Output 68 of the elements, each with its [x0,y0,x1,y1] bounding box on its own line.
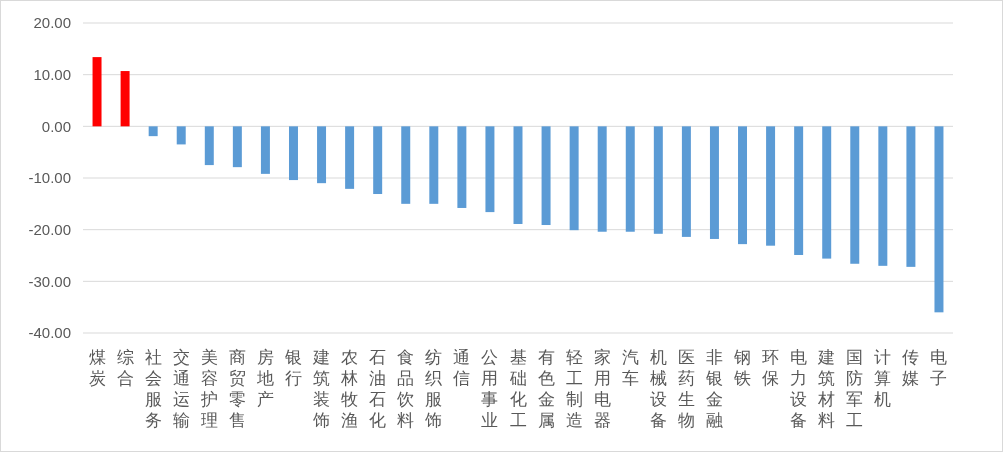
bar [92,57,102,127]
bar [625,126,635,232]
x-tick-label: 传媒 [902,347,920,388]
x-tick-label: 基础化工 [508,347,527,430]
bar [317,126,327,184]
x-tick-label: 纺织服饰 [424,347,443,430]
x-tick-label: 非银金融 [704,347,723,430]
x-tick-label: 煤炭 [88,347,106,388]
bar [738,126,748,245]
x-tick-label: 电力设备 [790,347,808,430]
x-tick-label: 医药生物 [677,347,695,430]
bar [485,126,495,213]
x-tick-label: 建筑材料 [817,347,836,430]
x-tick-label: 建筑装饰 [312,347,331,430]
x-tick-label: 综合 [116,347,134,388]
x-tick-label: 房地产 [255,347,274,409]
x-tick-label: 公用事业 [481,347,499,430]
y-tick-label: -20.00 [28,220,71,238]
x-tick-label: 商贸零售 [228,347,246,430]
bar [906,126,916,267]
x-tick-label: 轻工制造 [565,347,583,430]
bar [260,126,270,174]
bar [878,126,888,266]
bar [204,126,214,166]
bar [541,126,551,226]
bar [373,126,383,195]
bar [569,126,579,231]
bar [176,126,186,145]
bar [850,126,860,264]
bar [822,126,832,259]
x-tick-label: 通信 [453,347,471,388]
x-tick-label: 汽车 [621,347,639,388]
x-tick-label: 电子 [930,347,948,388]
y-tick-label: 10.00 [33,65,71,83]
x-tick-label: 美容护理 [199,347,218,430]
x-tick-label: 国防军工 [846,347,864,430]
y-tick-label: 0.00 [41,117,71,135]
y-tick-label: -40.00 [28,324,71,342]
bar [232,126,242,168]
x-tick-label: 有色金属 [537,347,555,430]
y-tick-label: -30.00 [28,272,71,290]
bar [148,126,158,137]
x-tick-label: 社会服务 [144,347,162,430]
x-tick-label: 农林牧渔 [340,347,359,430]
bar [934,126,944,313]
x-tick-label: 机械设备 [649,347,667,430]
bar [429,126,439,204]
y-tick-label: 20.00 [33,14,71,32]
bar [597,126,607,232]
x-tick-label: 银行 [283,347,302,388]
bar [288,126,298,181]
bar [401,126,411,204]
x-tick-label: 交通运输 [172,347,190,430]
bar [120,71,130,127]
x-tick-label: 家用电器 [593,347,611,430]
x-tick-label: 石油石化 [369,347,387,430]
bar [709,126,719,239]
x-tick-label: 食品饮料 [396,347,415,430]
x-tick-label: 环保 [762,347,780,388]
bar [457,126,467,208]
bar [345,126,355,189]
bar [681,126,691,237]
x-tick-label: 钢铁 [733,347,752,388]
x-tick-label: 计算机 [874,347,892,409]
bar [653,126,663,234]
y-tick-label: -10.00 [28,169,71,187]
bar [766,126,776,246]
bar [794,126,804,255]
